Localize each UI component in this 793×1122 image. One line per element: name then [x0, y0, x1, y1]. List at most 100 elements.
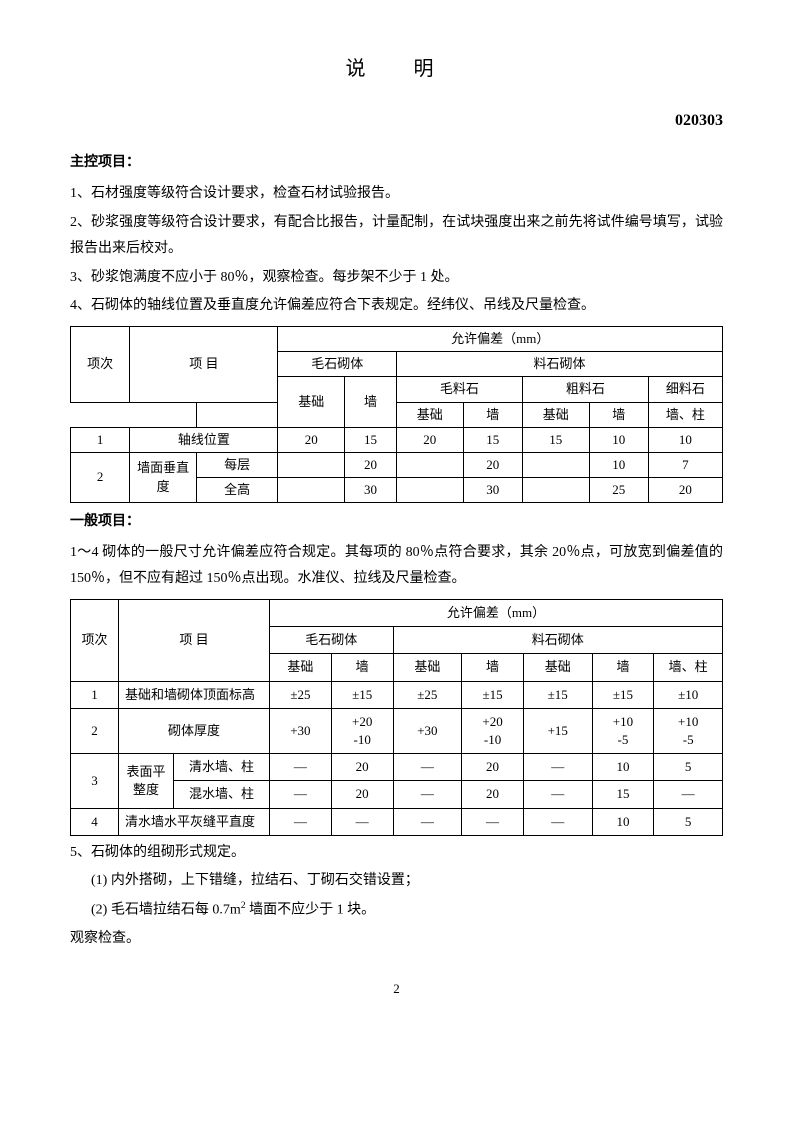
paragraph-7: (1) 内外搭砌，上下错缝，拉结石、丁砌石交错设置；	[70, 868, 723, 895]
cell: 15	[345, 427, 397, 452]
th-item: 项 目	[130, 326, 278, 402]
th-item: 项 目	[119, 600, 270, 682]
paragraph-2: 2、砂浆强度等级符合设计要求，有配合比报告，计量配制，在试块强度出来之前先将试件…	[70, 210, 723, 263]
th-qiang: 墙	[331, 654, 393, 681]
cell: —	[393, 808, 462, 835]
th-jichu: 基础	[393, 654, 462, 681]
cell: —	[270, 808, 332, 835]
th-liaoshi: 料石砌体	[393, 627, 722, 654]
cell: 2	[71, 708, 119, 753]
cell: ±25	[270, 681, 332, 708]
cell: 4	[71, 808, 119, 835]
cell: 20	[462, 754, 524, 781]
cell: +30	[393, 708, 462, 753]
paragraph-9: 观察检查。	[70, 926, 723, 953]
cell: ±15	[592, 681, 654, 708]
th-item-no: 项次	[71, 600, 119, 682]
cell: 25	[589, 478, 648, 503]
cell: 墙面垂直度	[130, 452, 197, 502]
section-general: 一般项目：	[70, 509, 723, 536]
th-qiang-1: 墙	[345, 377, 397, 427]
cell: 基础和墙砌体顶面标高	[119, 681, 270, 708]
table-row: 4 清水墙水平灰缝平直度 — — — — — 10 5	[71, 808, 723, 835]
paragraph-1: 1、石材强度等级符合设计要求，检查石材试验报告。	[70, 181, 723, 208]
cell: 30	[463, 478, 522, 503]
cell: 15	[522, 427, 589, 452]
cell	[396, 478, 463, 503]
th-qiang: 墙	[462, 654, 524, 681]
cell: 清水墙、柱	[173, 754, 269, 781]
cell: 1	[71, 427, 130, 452]
cell: 20	[648, 478, 722, 503]
cell: —	[331, 808, 393, 835]
cell	[278, 452, 345, 477]
cell: 1	[71, 681, 119, 708]
cell: —	[654, 781, 723, 808]
cell: 20	[278, 427, 345, 452]
p8-part-b: 墙面不应少于 1 块。	[246, 903, 376, 918]
cell: 20	[331, 781, 393, 808]
th-qiangzhu: 墙、柱	[648, 402, 722, 427]
cell: 2	[71, 452, 130, 502]
th-culiaoshi: 粗料石	[522, 377, 648, 402]
cell	[396, 452, 463, 477]
cell	[522, 452, 589, 477]
cell: —	[523, 754, 592, 781]
cell: 20	[463, 452, 522, 477]
cell: +10 -5	[592, 708, 654, 753]
th-jichu: 基础	[270, 654, 332, 681]
cell: 清水墙水平灰缝平直度	[119, 808, 270, 835]
cell: 20	[345, 452, 397, 477]
cell: +20 -10	[331, 708, 393, 753]
cell: 10	[592, 808, 654, 835]
th-liaoshi: 料石砌体	[396, 352, 722, 377]
cell: 5	[654, 754, 723, 781]
p8-part-a: (2) 毛石墙拉结石每 0.7m	[91, 903, 241, 918]
cell: ±15	[523, 681, 592, 708]
page-title: 说 明	[70, 50, 723, 88]
cell: —	[523, 808, 592, 835]
cell: 10	[592, 754, 654, 781]
tolerance-table-1: 项次 项 目 允许偏差（mm） 毛石砌体 料石砌体 基础 墙 毛料石 粗料石 细…	[70, 326, 723, 503]
cell: 砌体厚度	[119, 708, 270, 753]
paragraph-3: 3、砂浆饱满度不应小于 80％，观察检查。每步架不少于 1 处。	[70, 265, 723, 292]
cell: +20 -10	[462, 708, 524, 753]
cell: ±10	[654, 681, 723, 708]
cell: ±15	[462, 681, 524, 708]
paragraph-6: 5、石砌体的组砌形式规定。	[70, 840, 723, 867]
cell: 10	[589, 427, 648, 452]
cell: 3	[71, 754, 119, 808]
cell: 轴线位置	[130, 427, 278, 452]
cell: +15	[523, 708, 592, 753]
cell: 表面平整度	[119, 754, 174, 808]
cell: 30	[345, 478, 397, 503]
th-maoliaoshi: 毛料石	[396, 377, 522, 402]
table-row: 1 基础和墙砌体顶面标高 ±25 ±15 ±25 ±15 ±15 ±15 ±10	[71, 681, 723, 708]
section-main-control: 主控项目：	[70, 150, 723, 177]
th-jichu: 基础	[523, 654, 592, 681]
cell: 20	[462, 781, 524, 808]
th-qiang-2: 墙	[463, 402, 522, 427]
cell: 每层	[196, 452, 278, 477]
cell: —	[393, 754, 462, 781]
cell: —	[270, 781, 332, 808]
th-xiliaoshi: 细料石	[648, 377, 722, 402]
th-jichu-2: 基础	[396, 402, 463, 427]
th-item-no: 项次	[71, 326, 130, 402]
cell	[522, 478, 589, 503]
cell: 7	[648, 452, 722, 477]
table-row: 2 砌体厚度 +30 +20 -10 +30 +20 -10 +15 +10 -…	[71, 708, 723, 753]
cell: 15	[463, 427, 522, 452]
th-jichu-1: 基础	[278, 377, 345, 427]
th-maoshi: 毛石砌体	[278, 352, 397, 377]
th-tolerance: 允许偏差（mm）	[270, 600, 723, 627]
cell: 10	[589, 452, 648, 477]
th-maoshi: 毛石砌体	[270, 627, 394, 654]
cell: 全高	[196, 478, 278, 503]
cell: —	[462, 808, 524, 835]
tolerance-table-2: 项次 项 目 允许偏差（mm） 毛石砌体 料石砌体 基础 墙 基础 墙 基础 墙…	[70, 599, 723, 836]
cell: —	[523, 781, 592, 808]
cell: 混水墙、柱	[173, 781, 269, 808]
table-row: 1 轴线位置 20 15 20 15 15 10 10	[71, 427, 723, 452]
table-row: 3 表面平整度 清水墙、柱 — 20 — 20 — 10 5	[71, 754, 723, 781]
